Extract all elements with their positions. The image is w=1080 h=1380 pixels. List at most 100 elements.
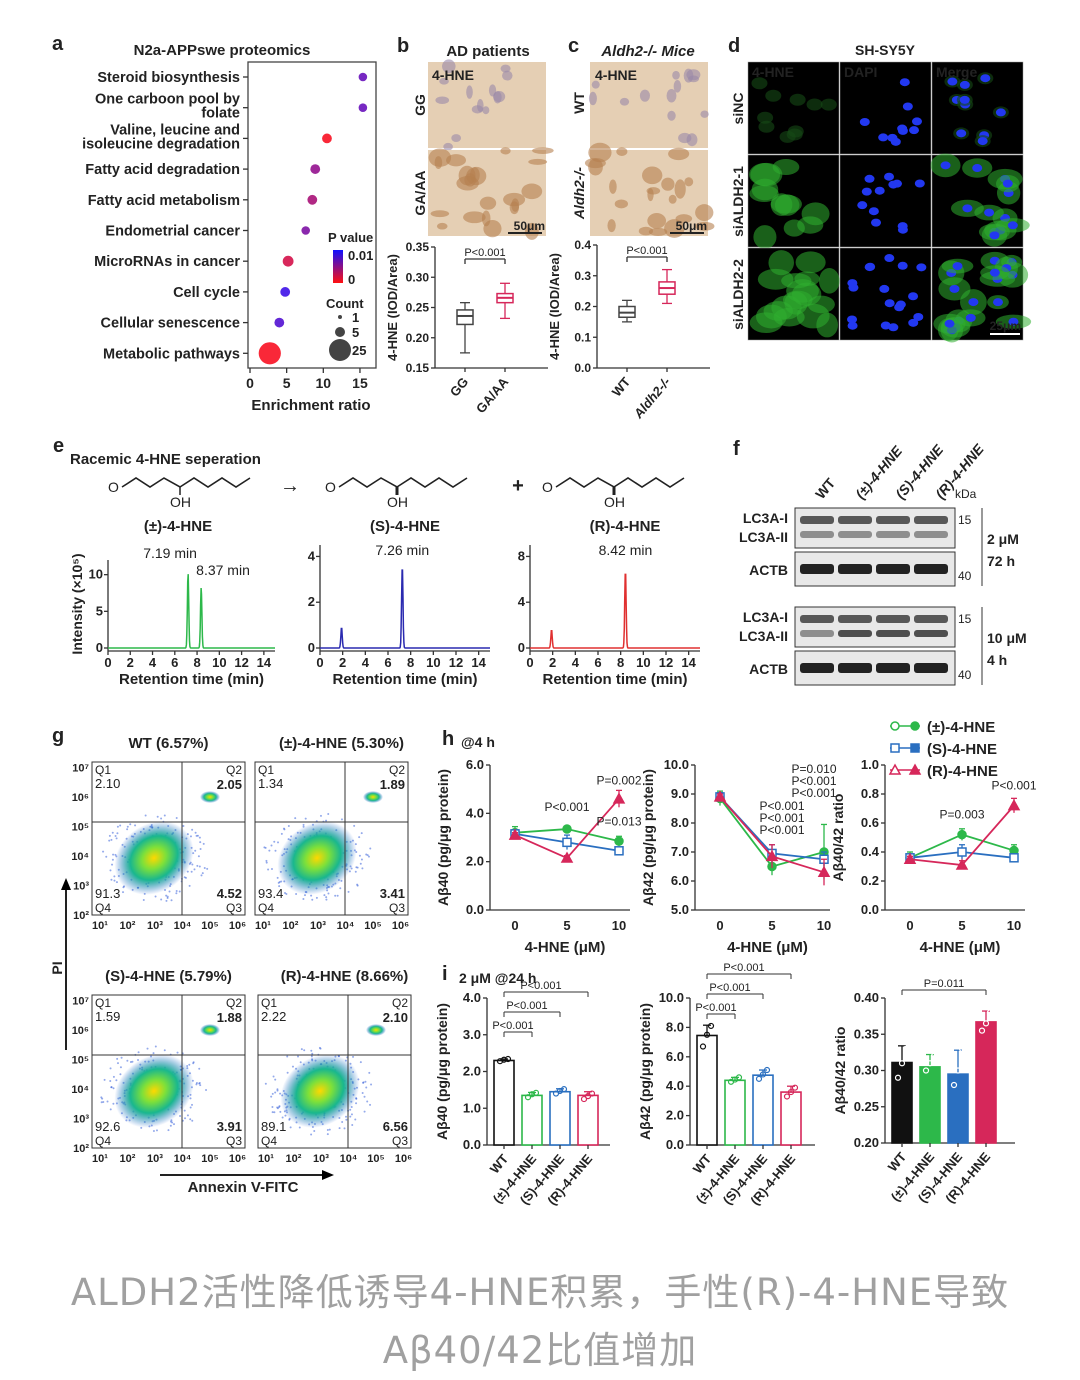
replicate-point — [982, 1020, 990, 1027]
event-dot — [267, 868, 270, 871]
replicate-point — [524, 1094, 532, 1101]
nucleus — [1008, 317, 1019, 326]
y-tick-label: 0.0 — [861, 902, 879, 917]
band-label-lc3a-i: LC3A-I — [743, 510, 788, 526]
event-dot — [115, 1079, 118, 1082]
quadrant-name: Q3 — [226, 1134, 242, 1148]
bar — [549, 1090, 571, 1146]
event-dot — [345, 1118, 348, 1121]
flow-plot-title: WT (6.57%) — [128, 735, 208, 752]
quadrant-q1-value: 2.22 — [261, 1009, 286, 1024]
event-dot — [201, 872, 204, 875]
y-tick-label: 10⁴ — [71, 851, 89, 863]
x-tick-label: 10² — [286, 1153, 302, 1165]
event-dot — [126, 825, 129, 828]
legend-open-marker — [890, 721, 900, 731]
event-dot — [108, 839, 111, 842]
x-tick-label: 2 — [127, 655, 134, 670]
y-axis-label: Aβ42 (pg/μg protein) — [637, 1003, 653, 1140]
event-dot — [110, 1086, 113, 1089]
cell — [694, 221, 715, 231]
event-dot — [176, 1051, 179, 1054]
panel-letter-b: b — [397, 35, 409, 57]
nucleus — [989, 268, 1000, 277]
x-tick-label: 0 — [246, 375, 254, 391]
x-tick-label: WT — [609, 374, 634, 399]
p-value-annotation: P=0.002 — [596, 773, 641, 787]
nucleus — [980, 74, 991, 83]
category-label: Steroid biosynthesis — [97, 70, 240, 86]
event-dot — [160, 817, 163, 820]
figure-caption-line-1: ALDH2活性降低诱导4-HNE积累，手性(R)-4-HNE导致 — [70, 1271, 1010, 1314]
panel-a-title: N2a-APPswe proteomics — [134, 42, 311, 59]
replicate-point — [504, 1055, 512, 1063]
quadrant-q3-value: 3.91 — [217, 1119, 242, 1134]
event-dot — [298, 1126, 301, 1129]
x-tick-label: 10 — [316, 375, 332, 391]
legend-filled-marker — [910, 721, 920, 731]
cell — [673, 80, 682, 93]
cell — [500, 64, 511, 73]
event-dot — [345, 1115, 348, 1118]
panel-letter-e: e — [53, 435, 64, 457]
quadrant-name: Q4 — [258, 901, 274, 915]
y-tick-label: 0.0 — [463, 1137, 481, 1152]
x-tick-label: 10⁶ — [395, 1153, 412, 1165]
actb-band — [876, 564, 910, 574]
cell — [435, 96, 450, 104]
quadrant-name: Q4 — [95, 901, 111, 915]
legend-open-marker — [890, 743, 900, 753]
event-dot — [295, 893, 298, 896]
panel-c-title: Aldh2-/- Mice — [600, 43, 694, 60]
micrograph-siNC-4-HNE — [747, 61, 840, 155]
x-tick-label: 5 — [563, 918, 570, 933]
quadrant-q3-value: 6.56 — [383, 1119, 408, 1134]
cell — [532, 147, 554, 154]
bar — [493, 1059, 515, 1146]
event-dot — [370, 1083, 373, 1086]
row-label: siALDH2-2 — [730, 259, 746, 330]
time-label: 72 h — [987, 553, 1015, 569]
row-label: siALDH2-1 — [730, 166, 746, 237]
hydroxyl-group: OH — [170, 494, 191, 510]
p-value-annotation: P=0.010 — [791, 762, 836, 776]
y-tick-label: 2.0 — [463, 1064, 481, 1079]
x-tick-label: 0 — [316, 655, 323, 670]
event-dot — [327, 813, 330, 816]
data-marker — [508, 828, 522, 840]
quadrant-name: Q1 — [95, 763, 111, 777]
event-dot — [277, 881, 280, 884]
x-tick-label: 10⁴ — [340, 1153, 358, 1165]
s-4-hne-structure — [338, 477, 468, 488]
cell — [481, 210, 491, 227]
y-tick-label: 0.25 — [406, 301, 430, 315]
x-tick-label: 6 — [171, 655, 178, 670]
event-dot — [100, 1096, 103, 1099]
event-dot — [340, 818, 343, 821]
event-dot — [365, 1086, 368, 1089]
cytoplasm-signal — [807, 295, 835, 314]
y-tick-label: 0.30 — [854, 1063, 879, 1078]
event-dot — [197, 855, 200, 858]
p-value-annotation: P=0.003 — [939, 808, 984, 822]
y-tick-label: 0.35 — [406, 240, 430, 254]
event-dot — [310, 1049, 313, 1052]
panel-letter-d: d — [728, 35, 740, 57]
event-dot — [183, 1109, 186, 1112]
nucleus — [949, 284, 960, 293]
p-value-annotation: P<0.001 — [791, 774, 836, 788]
replicate-point — [958, 1045, 966, 1052]
event-dot — [353, 824, 356, 827]
y-tick-label: 10.0 — [659, 990, 684, 1005]
event-dot — [360, 858, 363, 861]
quadrant-name: Q3 — [389, 901, 405, 915]
panel-letter-g: g — [52, 725, 64, 747]
y-tick-label: 4 — [308, 548, 316, 563]
x-tick-label: Aldh2-/- — [630, 374, 673, 421]
event-dot — [154, 1045, 157, 1048]
hydroxyl-group: OH — [604, 494, 625, 510]
p-value-annotation: P<0.001 — [492, 1020, 533, 1032]
cell — [443, 142, 453, 151]
event-dot — [116, 1057, 119, 1060]
y-tick-label: 0.8 — [861, 786, 879, 801]
